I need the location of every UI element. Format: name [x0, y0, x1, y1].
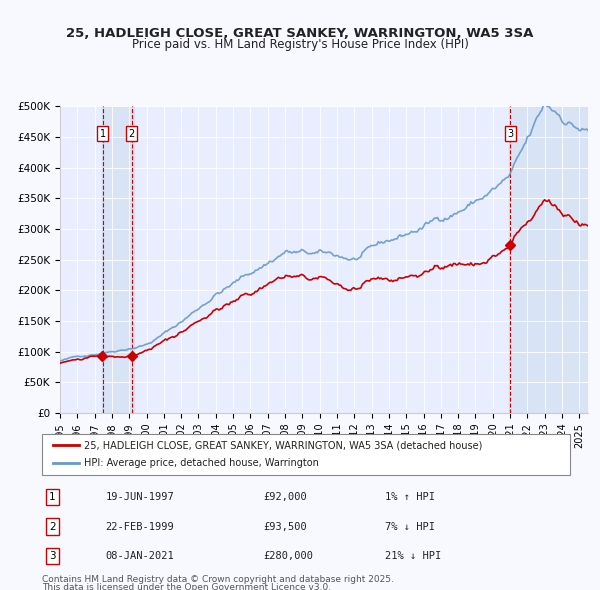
Text: 08-JAN-2021: 08-JAN-2021	[106, 551, 174, 561]
Text: £93,500: £93,500	[264, 522, 308, 532]
Text: 7% ↓ HPI: 7% ↓ HPI	[385, 522, 435, 532]
Bar	[509, 106, 588, 413]
Text: 1% ↑ HPI: 1% ↑ HPI	[385, 492, 435, 502]
Text: HPI: Average price, detached house, Warrington: HPI: Average price, detached house, Warr…	[84, 458, 319, 468]
Text: 1: 1	[49, 492, 56, 502]
Text: Price paid vs. HM Land Registry's House Price Index (HPI): Price paid vs. HM Land Registry's House …	[131, 38, 469, 51]
Text: 25, HADLEIGH CLOSE, GREAT SANKEY, WARRINGTON, WA5 3SA: 25, HADLEIGH CLOSE, GREAT SANKEY, WARRIN…	[67, 27, 533, 40]
Text: 3: 3	[49, 551, 56, 561]
Text: 25, HADLEIGH CLOSE, GREAT SANKEY, WARRINGTON, WA5 3SA (detached house): 25, HADLEIGH CLOSE, GREAT SANKEY, WARRIN…	[84, 440, 482, 450]
Text: 2: 2	[128, 129, 135, 139]
Text: 2: 2	[49, 522, 56, 532]
Text: 22-FEB-1999: 22-FEB-1999	[106, 522, 174, 532]
FancyBboxPatch shape	[42, 434, 570, 475]
Text: 21% ↓ HPI: 21% ↓ HPI	[385, 551, 442, 561]
Text: 3: 3	[508, 129, 514, 139]
Text: 1: 1	[100, 129, 106, 139]
Bar	[102, 106, 134, 413]
Text: 19-JUN-1997: 19-JUN-1997	[106, 492, 174, 502]
Text: Contains HM Land Registry data © Crown copyright and database right 2025.: Contains HM Land Registry data © Crown c…	[42, 575, 394, 584]
Text: £280,000: £280,000	[264, 551, 314, 561]
Text: £92,000: £92,000	[264, 492, 308, 502]
Text: This data is licensed under the Open Government Licence v3.0.: This data is licensed under the Open Gov…	[42, 583, 331, 590]
